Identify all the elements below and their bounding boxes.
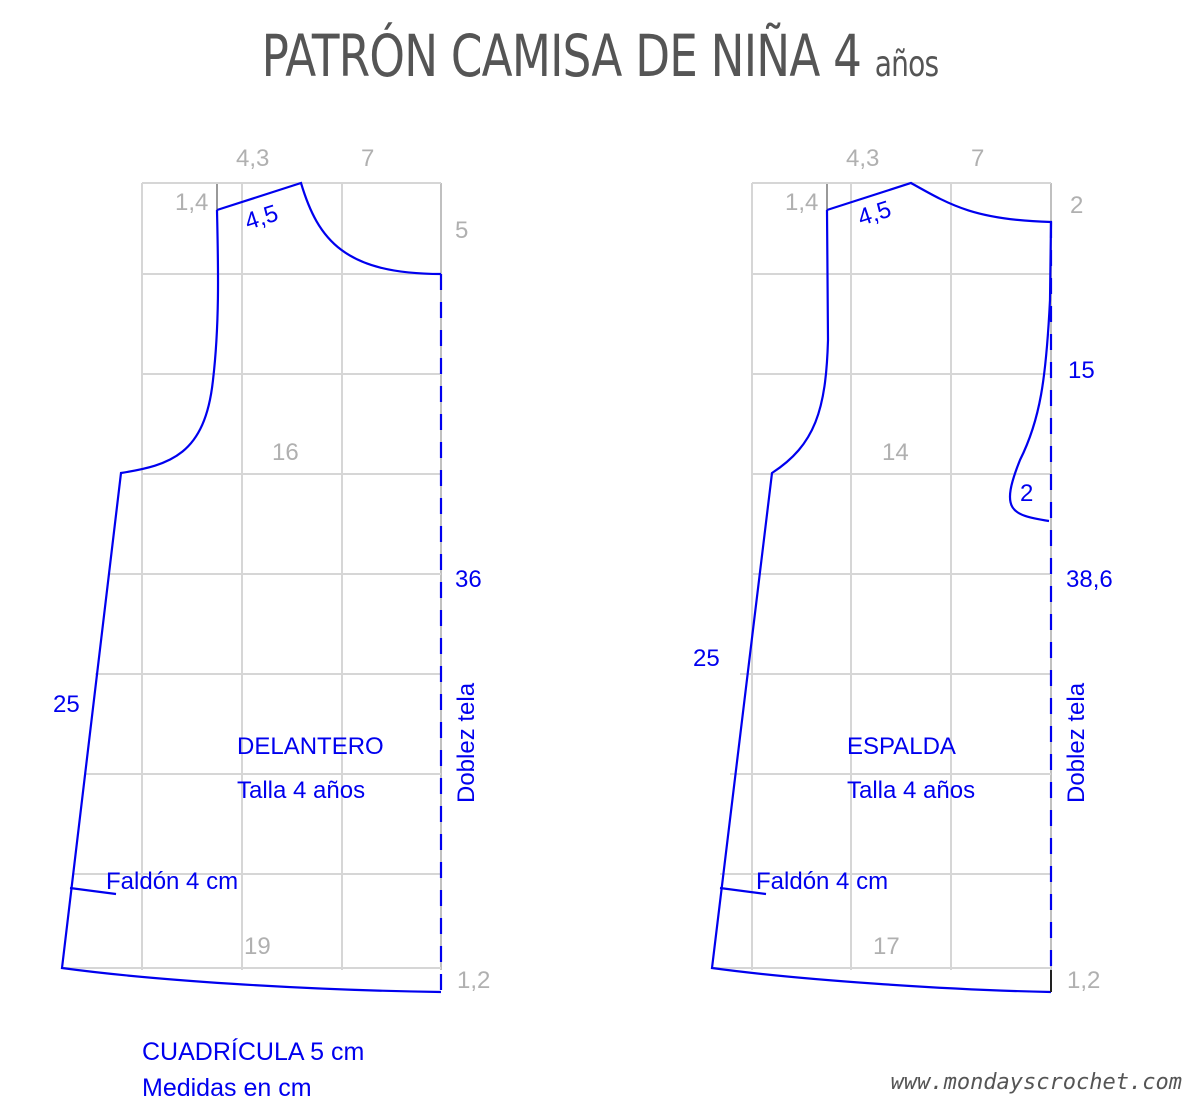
back-length-label: 38,6 — [1066, 566, 1113, 593]
back-neck-width-label: 4,3 — [846, 145, 879, 172]
back-side-label: 25 — [693, 645, 720, 672]
front-neck-depth-label: 5 — [455, 217, 468, 244]
front-hem-allowance-label: Faldón 4 cm — [106, 868, 238, 895]
page-title: PATRÓN CAMISA DE NIÑA 4 años — [132, 22, 1068, 90]
grid-note: CUADRÍCULA 5 cm — [142, 1038, 365, 1066]
front-outline — [60, 181, 442, 994]
front-hem-drop-label: 1,2 — [457, 967, 490, 994]
front-size-label: Talla 4 años — [237, 777, 365, 804]
title-main: PATRÓN CAMISA DE NIÑA 4 — [261, 22, 862, 90]
back-opening-width-label: 2 — [1020, 480, 1033, 507]
front-chest-label: 16 — [272, 439, 299, 466]
back-shoulder-label: 4,5 — [855, 196, 895, 232]
front-neck-width-label: 4,3 — [236, 145, 269, 172]
title-suffix: años — [874, 44, 939, 85]
back-outline — [710, 181, 1053, 994]
front-neck-label: 7 — [361, 145, 374, 172]
back-hem-mark — [719, 886, 767, 896]
front-piece-name: DELANTERO — [237, 733, 384, 760]
front-hem-width-label: 19 — [244, 933, 271, 960]
back-shoulder-drop-label: 1,4 — [785, 189, 818, 216]
back-chest-label: 14 — [882, 439, 909, 466]
back-grid — [712, 182, 1052, 970]
back-size-label: Talla 4 años — [847, 777, 975, 804]
front-fold-label: Doblez tela — [453, 682, 480, 803]
front-shoulder-drop-label: 1,4 — [175, 189, 208, 216]
back-neck-label: 7 — [971, 145, 984, 172]
units-note: Medidas en cm — [142, 1074, 312, 1102]
back-fold-label: Doblez tela — [1063, 682, 1090, 803]
front-grid — [62, 182, 442, 970]
back-neck-depth-label: 2 — [1070, 192, 1083, 219]
front-side-label: 25 — [53, 691, 80, 718]
back-hem-width-label: 17 — [873, 933, 900, 960]
back-hem-allowance-label: Faldón 4 cm — [756, 868, 888, 895]
back-hem-drop-label: 1,2 — [1067, 967, 1100, 994]
back-opening-label: 15 — [1068, 357, 1095, 384]
back-piece-name: ESPALDA — [847, 733, 956, 760]
front-hem-mark — [69, 886, 117, 896]
website-watermark: www.mondayscrochet.com — [890, 1070, 1182, 1095]
front-shoulder-label: 4,5 — [242, 200, 282, 236]
front-length-label: 36 — [455, 566, 482, 593]
